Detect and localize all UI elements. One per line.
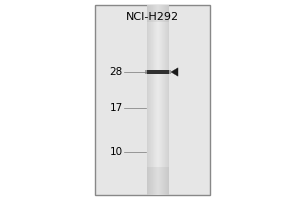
Bar xyxy=(147,10,169,12)
Bar xyxy=(147,190,169,193)
Bar xyxy=(154,5,155,195)
Bar xyxy=(147,17,169,19)
Bar xyxy=(166,5,167,195)
Text: 28: 28 xyxy=(110,67,123,77)
Bar xyxy=(148,5,149,195)
Bar xyxy=(151,5,152,195)
Bar xyxy=(147,15,169,17)
Text: 10: 10 xyxy=(110,147,123,157)
Bar xyxy=(161,5,162,195)
Bar xyxy=(147,19,169,22)
Bar xyxy=(147,166,169,169)
Bar xyxy=(147,5,148,195)
Bar xyxy=(159,5,160,195)
Bar xyxy=(147,193,169,195)
Bar xyxy=(147,171,169,174)
Bar xyxy=(162,5,163,195)
Bar xyxy=(157,5,158,195)
Bar xyxy=(147,181,169,183)
Bar xyxy=(147,188,169,190)
Bar xyxy=(147,169,169,171)
Bar xyxy=(153,5,154,195)
Bar xyxy=(147,183,169,186)
Bar xyxy=(147,186,169,188)
Bar xyxy=(156,5,157,195)
Bar xyxy=(152,5,153,195)
Bar xyxy=(168,5,169,195)
Bar xyxy=(167,5,168,195)
Bar xyxy=(147,178,169,181)
Bar xyxy=(95,5,210,195)
Bar xyxy=(145,70,147,74)
Bar xyxy=(147,70,169,74)
Text: 17: 17 xyxy=(110,103,123,113)
Bar xyxy=(150,5,151,195)
Bar xyxy=(149,5,150,195)
Text: NCI-H292: NCI-H292 xyxy=(126,12,179,22)
Bar xyxy=(163,5,164,195)
Bar xyxy=(147,12,169,15)
Bar xyxy=(160,5,161,195)
Bar xyxy=(164,5,165,195)
Bar xyxy=(158,5,159,195)
Bar xyxy=(169,70,171,74)
Polygon shape xyxy=(171,68,178,76)
Bar xyxy=(160,5,161,195)
Bar xyxy=(147,176,169,178)
Bar xyxy=(147,174,169,176)
Bar xyxy=(147,7,169,10)
Bar xyxy=(147,5,169,7)
Bar xyxy=(155,5,156,195)
Bar xyxy=(165,5,166,195)
